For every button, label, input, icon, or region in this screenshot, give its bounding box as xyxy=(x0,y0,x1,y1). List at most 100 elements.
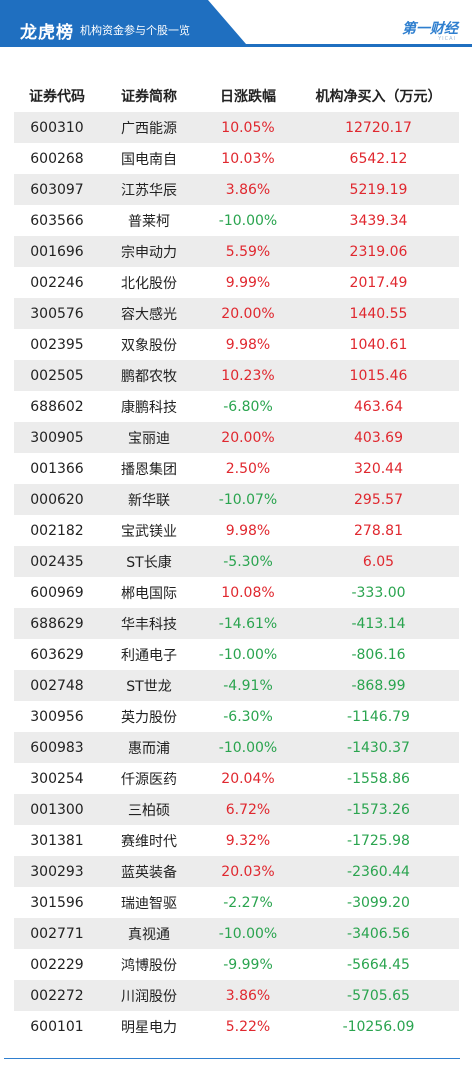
daily-change: 6.72% xyxy=(225,801,271,818)
stock-name: 容大感光 xyxy=(121,306,177,323)
stock-code: 002748 xyxy=(30,677,84,694)
table-row: 002435 ST长康 -5.30% 6.05 xyxy=(14,546,459,577)
stock-code: 002505 xyxy=(30,367,84,384)
stock-name: 宝武镁业 xyxy=(121,523,177,540)
net-buy: -1430.37 xyxy=(347,739,410,756)
stock-code: 002246 xyxy=(30,274,84,291)
stock-name: 华丰科技 xyxy=(121,616,177,633)
daily-change: -9.99% xyxy=(223,956,273,973)
net-buy: 278.81 xyxy=(354,522,403,539)
stock-code: 001300 xyxy=(30,801,84,818)
column-header-change: 日涨跌幅 xyxy=(220,89,276,105)
net-buy: -1573.26 xyxy=(347,801,410,818)
stock-name: 蓝英装备 xyxy=(121,864,177,881)
table-row: 300956 英力股份 -6.30% -1146.79 xyxy=(14,701,459,732)
stock-name: 国电南自 xyxy=(121,151,177,168)
stock-name: 仟源医药 xyxy=(121,771,177,788)
stock-code: 688602 xyxy=(30,398,84,415)
net-buy: 1440.55 xyxy=(349,305,408,322)
column-header-code: 证券代码 xyxy=(29,89,85,105)
daily-change: 10.03% xyxy=(221,150,275,167)
daily-change: -10.00% xyxy=(218,646,278,663)
daily-change: 10.05% xyxy=(221,119,275,136)
stock-code: 300905 xyxy=(30,429,84,446)
table-row: 001366 播恩集团 2.50% 320.44 xyxy=(14,453,459,484)
net-buy: -3099.20 xyxy=(347,894,410,911)
daily-change: -5.30% xyxy=(223,553,273,570)
net-buy: -1146.79 xyxy=(347,708,410,725)
net-buy: 5219.19 xyxy=(349,181,408,198)
stock-name: 赛维时代 xyxy=(121,833,177,850)
net-buy: -3406.56 xyxy=(347,925,410,942)
net-buy: -5664.45 xyxy=(347,956,410,973)
stock-code: 301381 xyxy=(30,832,84,849)
stock-code: 002435 xyxy=(30,553,84,570)
table-row: 603566 普莱柯 -10.00% 3439.34 xyxy=(14,205,459,236)
stock-name: 瑞迪智驱 xyxy=(121,895,177,912)
net-buy: -413.14 xyxy=(351,615,406,632)
daily-change: -4.91% xyxy=(223,677,273,694)
stock-name: 三柏硕 xyxy=(128,802,170,819)
table-row: 600101 明星电力 5.22% -10256.09 xyxy=(14,1011,459,1042)
net-buy: -806.16 xyxy=(351,646,406,663)
stock-name: 北化股份 xyxy=(121,275,177,292)
net-buy: 320.44 xyxy=(354,460,403,477)
daily-change: -10.00% xyxy=(218,739,278,756)
page-subtitle: 机构资金参与个股一览 xyxy=(80,24,190,37)
stock-code: 300293 xyxy=(30,863,84,880)
table-row: 002505 鹏都农牧 10.23% 1015.46 xyxy=(14,360,459,391)
net-buy: 1015.46 xyxy=(349,367,408,384)
table-row: 002246 北化股份 9.99% 2017.49 xyxy=(14,267,459,298)
stock-name: 康鹏科技 xyxy=(121,399,177,416)
table-row: 001300 三柏硕 6.72% -1573.26 xyxy=(14,794,459,825)
institution-table: 证券代码 证券简称 日涨跌幅 机构净买入（万元） 600310 广西能源 10.05… xyxy=(14,80,459,1042)
stock-code: 000620 xyxy=(30,491,84,508)
net-buy: -2360.44 xyxy=(347,863,410,880)
table-row: 300905 宝丽迪 20.00% 403.69 xyxy=(14,422,459,453)
net-buy: 6.05 xyxy=(362,553,395,570)
stock-code: 002395 xyxy=(30,336,84,353)
table-row: 688629 华丰科技 -14.61% -413.14 xyxy=(14,608,459,639)
table-row: 600268 国电南自 10.03% 6542.12 xyxy=(14,143,459,174)
daily-change: 9.98% xyxy=(225,336,271,353)
net-buy: 463.64 xyxy=(354,398,403,415)
stock-code: 001366 xyxy=(30,460,84,477)
brand-logo: 第一财经 YICAI xyxy=(398,18,458,44)
stock-name: 双象股份 xyxy=(121,337,177,354)
table-row: 600983 惠而浦 -10.00% -1430.37 xyxy=(14,732,459,763)
stock-name: 明星电力 xyxy=(121,1019,177,1036)
stock-code: 002771 xyxy=(30,925,84,942)
table-row: 600310 广西能源 10.05% 12720.17 xyxy=(14,112,459,143)
stock-name: 利通电子 xyxy=(121,647,177,664)
logo-text: 第一财经 xyxy=(402,21,458,37)
net-buy: -10256.09 xyxy=(342,1018,415,1035)
stock-code: 002229 xyxy=(30,956,84,973)
table-row: 002771 真视通 -10.00% -3406.56 xyxy=(14,918,459,949)
net-buy: 12720.17 xyxy=(345,119,412,136)
daily-change: 20.00% xyxy=(221,305,275,322)
table-body: 600310 广西能源 10.05% 12720.17 600268 国电南自 10.03%… xyxy=(14,112,459,1042)
table-row: 002229 鸿博股份 -9.99% -5664.45 xyxy=(14,949,459,980)
daily-change: 20.04% xyxy=(221,770,275,787)
table-row: 301381 赛维时代 9.32% -1725.98 xyxy=(14,825,459,856)
stock-code: 002272 xyxy=(30,987,84,1004)
net-buy: 295.57 xyxy=(354,491,403,508)
daily-change: -10.00% xyxy=(218,925,278,942)
stock-code: 600268 xyxy=(30,150,84,167)
header-background xyxy=(0,0,472,47)
daily-change: 10.08% xyxy=(221,584,275,601)
stock-code: 600983 xyxy=(30,739,84,756)
table-row: 002748 ST世龙 -4.91% -868.99 xyxy=(14,670,459,701)
net-buy: -1725.98 xyxy=(347,832,410,849)
net-buy: 2319.06 xyxy=(349,243,408,260)
table-header: 证券代码 证券简称 日涨跌幅 机构净买入（万元） xyxy=(14,80,459,112)
table-row: 000620 新华联 -10.07% 295.57 xyxy=(14,484,459,515)
net-buy: 6542.12 xyxy=(349,150,408,167)
daily-change: -6.80% xyxy=(223,398,273,415)
daily-change: 9.32% xyxy=(225,832,271,849)
stock-name: 鸿博股份 xyxy=(121,957,177,974)
stock-code: 600101 xyxy=(30,1018,84,1035)
daily-change: 10.23% xyxy=(221,367,275,384)
net-buy: 3439.34 xyxy=(349,212,408,229)
stock-name: 鹏都农牧 xyxy=(121,368,177,385)
